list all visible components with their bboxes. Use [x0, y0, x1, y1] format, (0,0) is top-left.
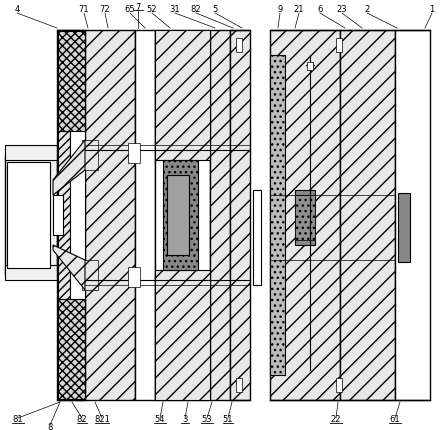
Text: 1: 1: [429, 6, 435, 15]
Bar: [163, 160, 198, 270]
Text: 52: 52: [147, 6, 157, 15]
Bar: [57, 30, 85, 400]
Bar: [270, 30, 340, 400]
Text: 2: 2: [365, 6, 369, 15]
Polygon shape: [53, 140, 85, 195]
Bar: [155, 270, 210, 400]
Text: 82: 82: [190, 6, 201, 15]
Bar: [253, 190, 261, 285]
Text: 53: 53: [202, 415, 212, 424]
Text: 4: 4: [14, 6, 20, 15]
Bar: [155, 30, 210, 160]
Text: 821: 821: [94, 415, 110, 424]
Bar: [5, 145, 57, 160]
Bar: [336, 38, 342, 52]
Bar: [210, 30, 230, 400]
Bar: [128, 267, 140, 287]
Bar: [295, 195, 315, 240]
Text: 82: 82: [77, 415, 87, 424]
Bar: [82, 140, 98, 170]
Text: 81: 81: [13, 415, 24, 424]
Bar: [236, 38, 242, 52]
Text: 61: 61: [390, 415, 400, 424]
Bar: [336, 378, 342, 392]
Bar: [5, 265, 57, 280]
Bar: [395, 30, 430, 400]
Bar: [58, 299, 85, 399]
Text: 31: 31: [170, 6, 180, 15]
Bar: [53, 195, 63, 235]
Text: 22: 22: [331, 415, 341, 424]
Text: 51: 51: [223, 415, 233, 424]
Bar: [58, 31, 70, 399]
Text: 54: 54: [155, 415, 165, 424]
Text: 6: 6: [317, 6, 323, 15]
Bar: [340, 30, 395, 400]
Bar: [236, 378, 242, 392]
Bar: [7, 162, 50, 268]
Bar: [82, 260, 98, 290]
Bar: [5, 155, 57, 275]
Polygon shape: [53, 245, 85, 290]
Text: 8: 8: [48, 423, 53, 430]
Bar: [230, 30, 250, 400]
Text: 23: 23: [337, 6, 347, 15]
Text: 9: 9: [278, 6, 283, 15]
Bar: [135, 30, 155, 400]
Text: 71: 71: [79, 6, 89, 15]
Bar: [270, 55, 285, 375]
Bar: [155, 30, 210, 400]
Text: 7: 7: [135, 3, 141, 12]
Bar: [85, 30, 135, 400]
Bar: [307, 62, 313, 70]
Text: 65: 65: [125, 6, 135, 15]
Text: 21: 21: [294, 6, 304, 15]
Bar: [295, 190, 315, 245]
Bar: [128, 143, 140, 163]
Text: 5: 5: [212, 6, 218, 15]
Text: 3: 3: [182, 415, 188, 424]
Bar: [167, 175, 189, 255]
Bar: [70, 31, 85, 399]
Bar: [58, 31, 85, 131]
Text: 72: 72: [100, 6, 110, 15]
Bar: [398, 193, 410, 262]
